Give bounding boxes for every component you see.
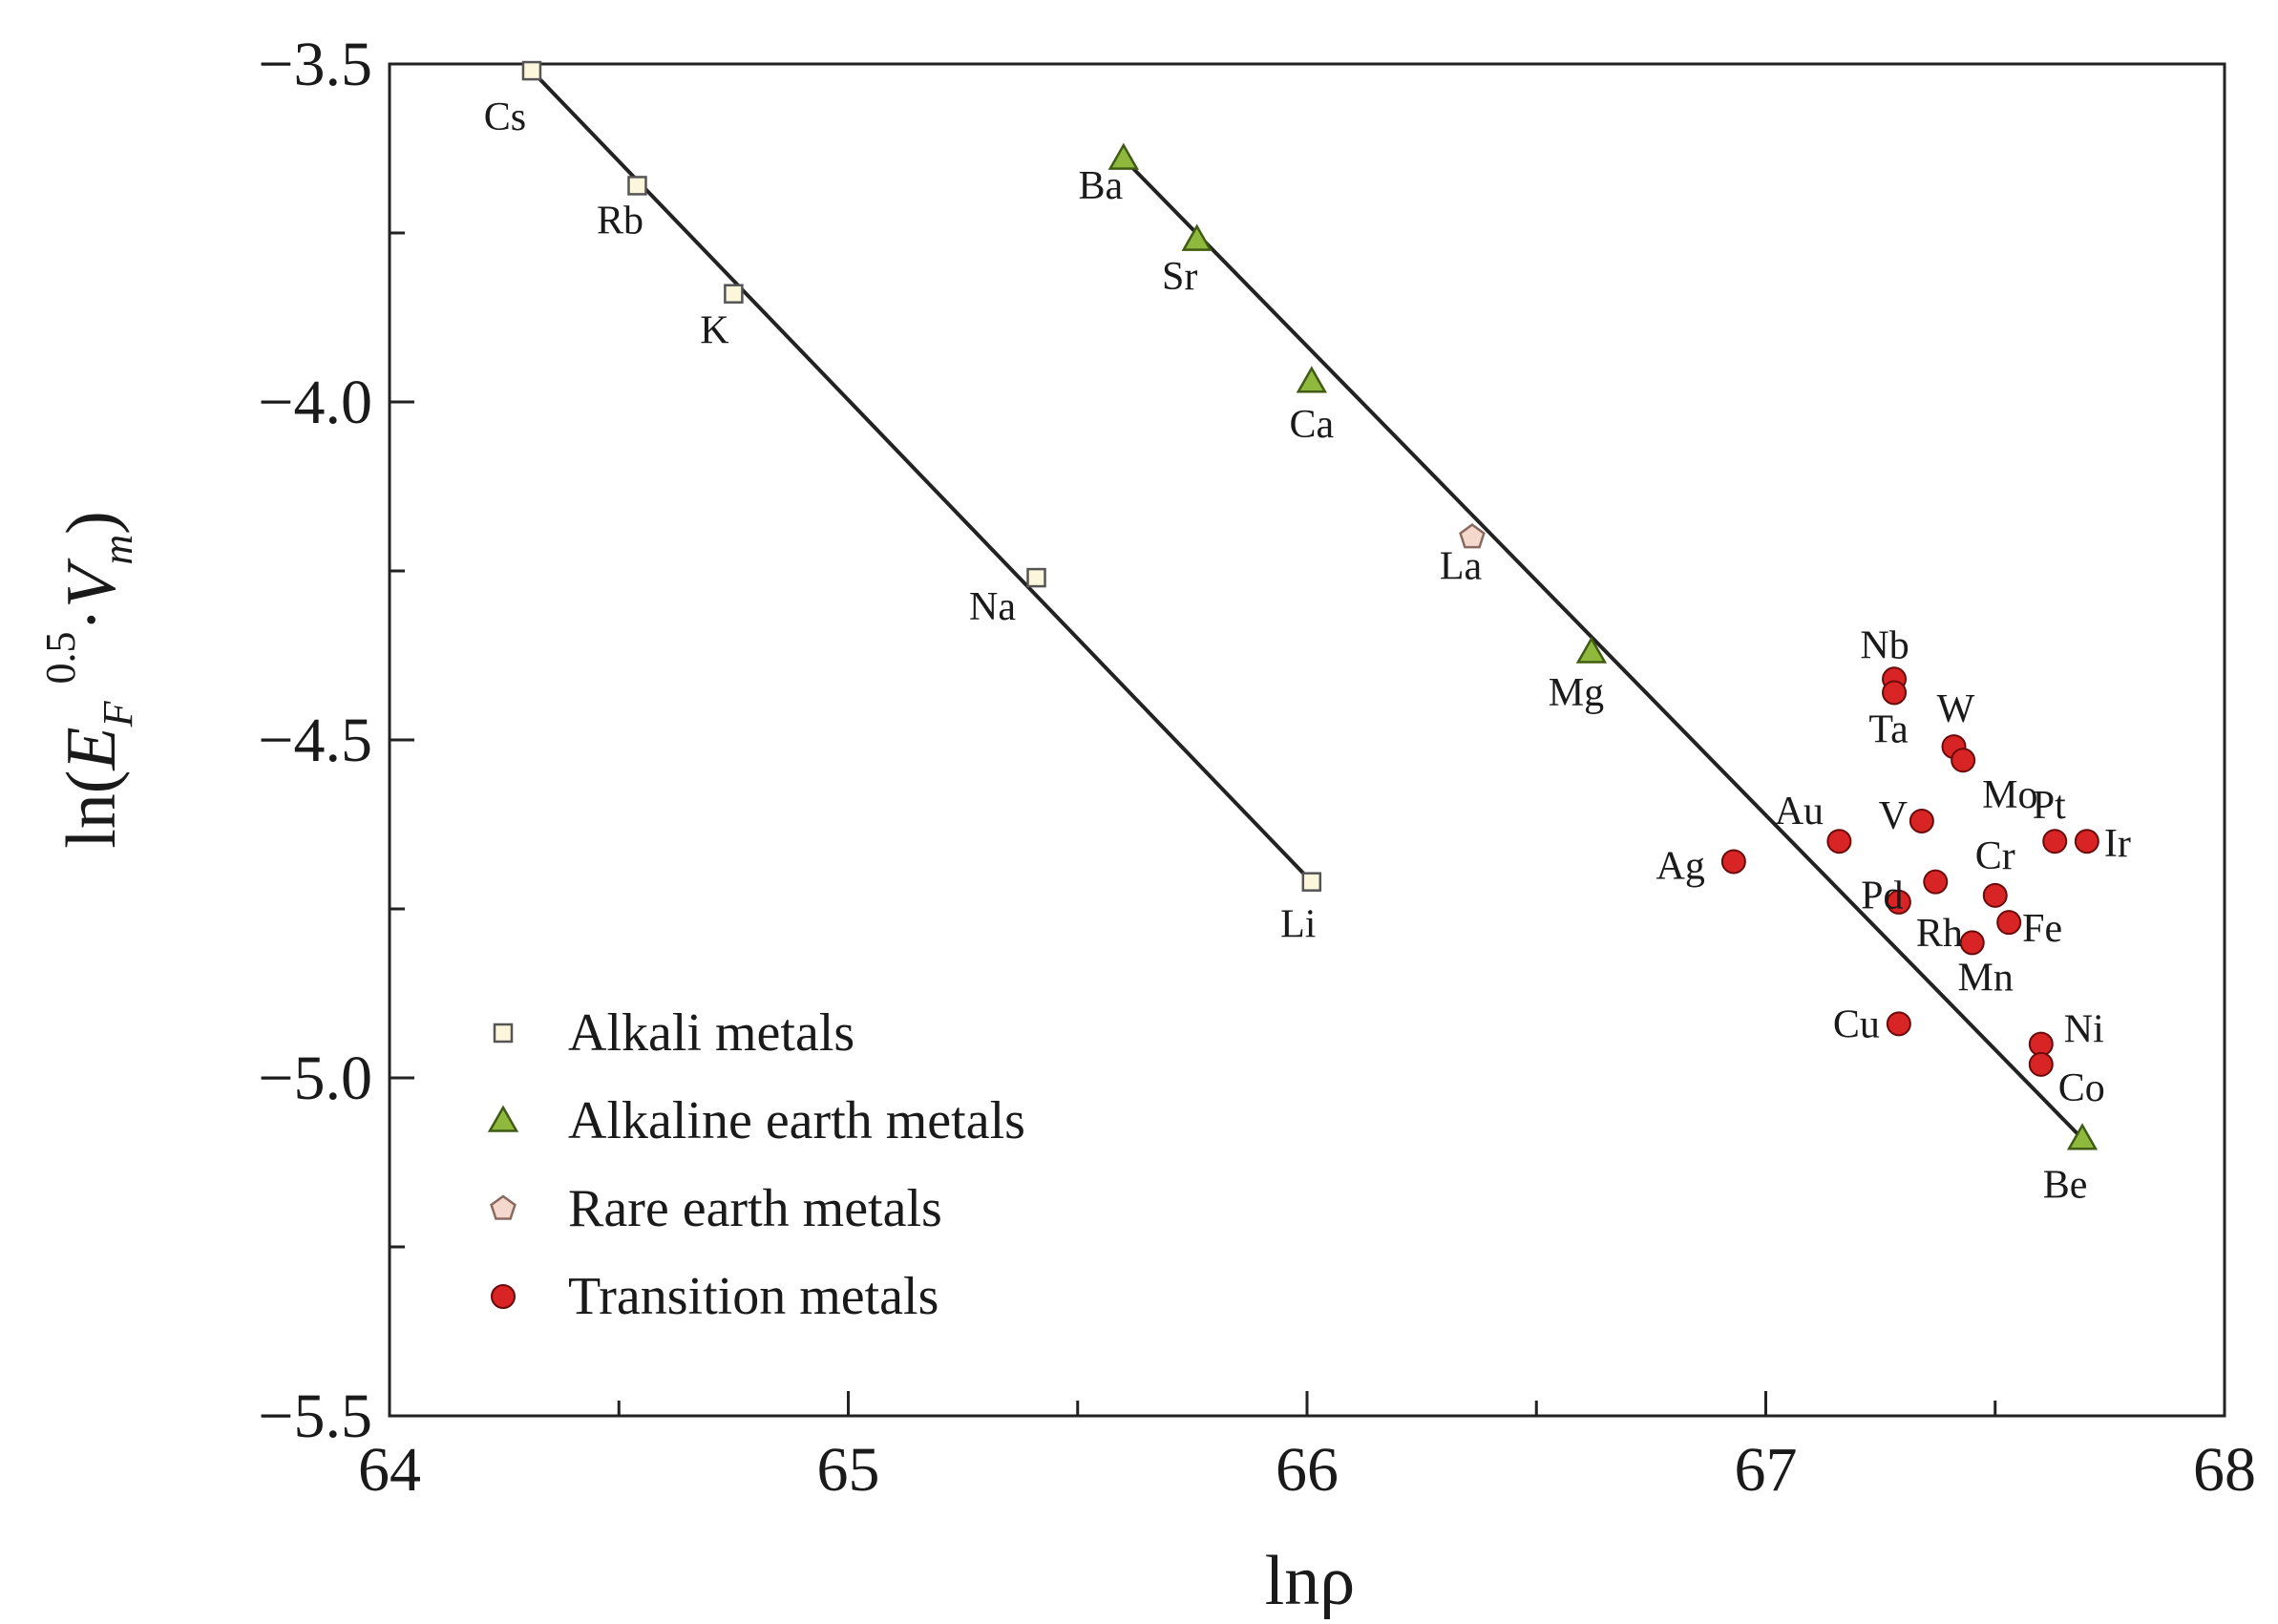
label-Be: Be: [2043, 1164, 2088, 1208]
point-Cs: [521, 60, 542, 81]
label-Mg: Mg: [1549, 671, 1604, 715]
point-Rh: [1886, 889, 1911, 915]
label-Au: Au: [1775, 790, 1824, 833]
label-Cr: Cr: [1975, 834, 2015, 878]
label-Co: Co: [2058, 1066, 2105, 1110]
point-Ta: [1882, 680, 1908, 706]
label-Ag: Ag: [1656, 844, 1705, 888]
label-Ba: Ba: [1078, 164, 1123, 208]
label-Rh: Rh: [1916, 912, 1963, 956]
label-Rb: Rb: [597, 199, 643, 243]
label-Mn: Mn: [1958, 956, 2014, 1000]
point-Mo: [1951, 748, 1976, 773]
legend-marker-circle: [491, 1284, 516, 1309]
point-Mn: [1959, 930, 1985, 956]
legend-label: Alkaline earth metals: [568, 1091, 1025, 1150]
legend-marker-pentagon: [490, 1194, 517, 1220]
legend-marker-square: [493, 1023, 514, 1044]
fit-lines: [530, 69, 2084, 1141]
point-Pt: [2042, 829, 2068, 854]
y-tick-label: −4.5: [258, 706, 372, 775]
point-V: [1909, 808, 1934, 833]
label-Ni: Ni: [2064, 1008, 2104, 1052]
alkali-fit: [530, 69, 1314, 884]
point-Ir: [2074, 829, 2099, 854]
label-Ca: Ca: [1289, 403, 1334, 447]
x-tick-label: 64: [358, 1435, 421, 1505]
point-Na: [1026, 567, 1046, 588]
label-Fe: Fe: [2022, 907, 2062, 951]
point-Ba: [1107, 142, 1139, 170]
y-tick-label: −3.5: [258, 30, 372, 99]
y-tick-label: −5.5: [258, 1381, 372, 1451]
label-Na: Na: [969, 585, 1016, 629]
point-Ca: [1296, 366, 1327, 393]
label-W: W: [1937, 687, 1975, 731]
x-tick-label: 65: [817, 1435, 880, 1505]
alkaline-earth-fit: [1122, 157, 2084, 1141]
x-tick-label: 68: [2193, 1435, 2256, 1505]
point-Au: [1826, 829, 1852, 854]
legend-marker-triangle: [487, 1105, 519, 1132]
label-Pt: Pt: [2033, 784, 2066, 828]
label-Ta: Ta: [1868, 707, 1909, 751]
label-Mo: Mo: [1982, 773, 2037, 817]
label-Cs: Cs: [484, 95, 526, 139]
point-Co: [2028, 1051, 2054, 1077]
point-labels: Cs Rb K Na Li Ba Sr Ca Mg Be La Nb Ta WMo V Au Ag Pt Ir Pd C…: [484, 95, 2131, 1208]
x-tick-label: 67: [1735, 1435, 1798, 1505]
point-Ag: [1720, 849, 1746, 875]
point-La: [1459, 523, 1486, 549]
point-Pd: [1923, 869, 1949, 895]
y-axis-title: ln(EF0.5·Vm): [37, 511, 141, 849]
label-Ir: Ir: [2104, 822, 2131, 866]
label-Cu: Cu: [1833, 1002, 1880, 1046]
y-tick-label: −4.0: [258, 368, 372, 437]
point-K: [724, 284, 744, 304]
y-tick-label: −5.0: [258, 1044, 372, 1113]
legend-label: Transition metals: [568, 1267, 939, 1326]
point-Rb: [627, 176, 647, 196]
label-Nb: Nb: [1860, 623, 1909, 667]
label-K: K: [700, 309, 728, 353]
x-tick-label: 66: [1276, 1435, 1339, 1505]
legend-label: Rare earth metals: [568, 1179, 942, 1238]
point-Cu: [1886, 1011, 1911, 1037]
label-La: La: [1440, 545, 1483, 589]
label-Pd: Pd: [1861, 875, 1903, 918]
label-V: V: [1879, 794, 1908, 838]
point-Fe: [1996, 910, 2022, 936]
point-Sr: [1181, 223, 1213, 251]
point-Be: [2066, 1123, 2099, 1150]
x-axis-title: lnρ: [1265, 1542, 1356, 1620]
axis-ticks: 64 65 66 67 68 −3.5 −4.0 −4.5 −5.0 −5.5: [258, 30, 2256, 1505]
point-Cr: [1982, 882, 2008, 908]
point-Mg: [1575, 636, 1608, 664]
data-points: [521, 60, 2099, 1150]
point-Li: [1301, 872, 1322, 892]
label-Li: Li: [1280, 903, 1316, 947]
legend: Alkali metals Alkaline earth metals Rare e…: [487, 1003, 1025, 1326]
legend-label: Alkali metals: [568, 1003, 854, 1063]
label-Sr: Sr: [1162, 255, 1197, 299]
